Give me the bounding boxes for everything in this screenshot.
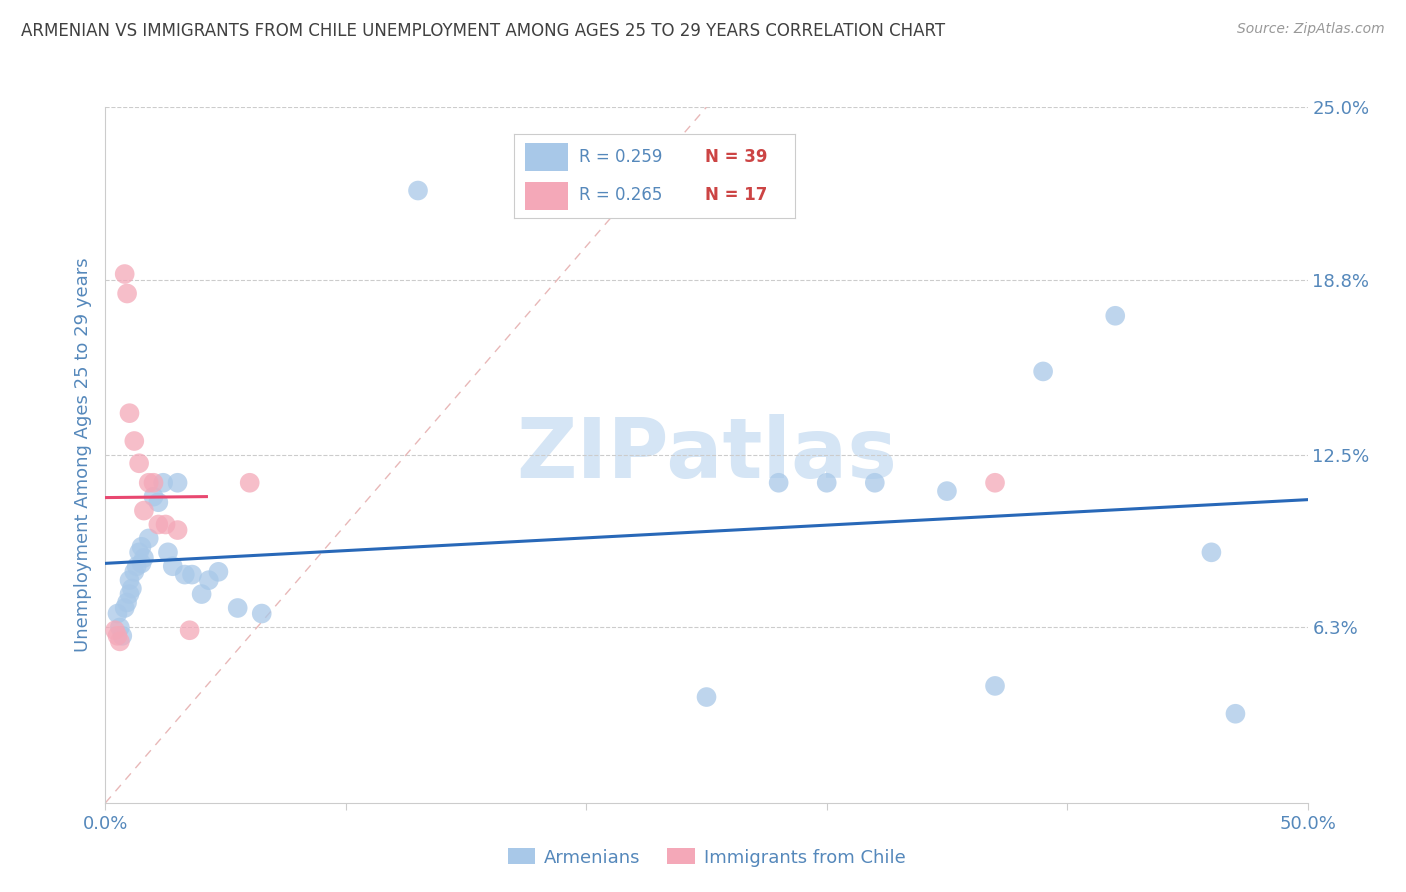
Point xyxy=(114,601,136,615)
Point xyxy=(142,490,165,504)
Point xyxy=(239,475,262,490)
Point xyxy=(406,184,429,198)
Point xyxy=(166,475,188,490)
Text: ZIPatlas: ZIPatlas xyxy=(516,415,897,495)
Point xyxy=(115,286,138,301)
Point xyxy=(207,565,229,579)
Point xyxy=(173,567,195,582)
Point xyxy=(132,503,155,517)
Text: N = 17: N = 17 xyxy=(706,186,768,204)
Point xyxy=(142,475,165,490)
Point xyxy=(138,475,160,490)
Point xyxy=(108,634,131,648)
Point xyxy=(124,434,146,448)
Point xyxy=(148,495,170,509)
Point xyxy=(128,456,150,470)
Point xyxy=(1104,309,1126,323)
Point xyxy=(148,517,170,532)
Point xyxy=(768,475,790,490)
Point xyxy=(936,484,959,499)
Point xyxy=(108,620,131,634)
Point xyxy=(863,475,886,490)
Point xyxy=(121,582,143,596)
Point xyxy=(250,607,273,621)
Text: N = 39: N = 39 xyxy=(706,148,768,166)
Point xyxy=(115,595,138,609)
Point xyxy=(124,565,146,579)
Y-axis label: Unemployment Among Ages 25 to 29 years: Unemployment Among Ages 25 to 29 years xyxy=(73,258,91,652)
Point xyxy=(107,607,129,621)
Point xyxy=(1225,706,1247,721)
Point xyxy=(190,587,212,601)
Point xyxy=(114,267,136,281)
Point xyxy=(815,475,838,490)
Text: ARMENIAN VS IMMIGRANTS FROM CHILE UNEMPLOYMENT AMONG AGES 25 TO 29 YEARS CORRELA: ARMENIAN VS IMMIGRANTS FROM CHILE UNEMPL… xyxy=(21,22,945,40)
Point xyxy=(1032,364,1054,378)
Point xyxy=(984,475,1007,490)
Point xyxy=(132,550,155,565)
Point xyxy=(181,567,204,582)
Point xyxy=(118,587,141,601)
Point xyxy=(155,517,177,532)
Point xyxy=(198,573,221,587)
Point xyxy=(125,559,148,574)
Point xyxy=(156,545,179,559)
Point xyxy=(131,557,153,571)
FancyBboxPatch shape xyxy=(526,182,568,210)
Point xyxy=(166,523,188,537)
Text: Source: ZipAtlas.com: Source: ZipAtlas.com xyxy=(1237,22,1385,37)
Point xyxy=(696,690,718,704)
Legend: Armenians, Immigrants from Chile: Armenians, Immigrants from Chile xyxy=(501,841,912,874)
Point xyxy=(118,406,141,420)
Point xyxy=(118,573,141,587)
Point xyxy=(131,540,153,554)
Point xyxy=(179,624,201,638)
Point xyxy=(984,679,1007,693)
Text: R = 0.265: R = 0.265 xyxy=(579,186,662,204)
Point xyxy=(162,559,184,574)
Text: R = 0.259: R = 0.259 xyxy=(579,148,662,166)
Point xyxy=(111,629,134,643)
FancyBboxPatch shape xyxy=(526,143,568,171)
Point xyxy=(128,545,150,559)
Point xyxy=(152,475,174,490)
Point xyxy=(1201,545,1223,559)
Point xyxy=(138,532,160,546)
Point xyxy=(107,629,129,643)
Point xyxy=(104,624,127,638)
Point xyxy=(226,601,249,615)
